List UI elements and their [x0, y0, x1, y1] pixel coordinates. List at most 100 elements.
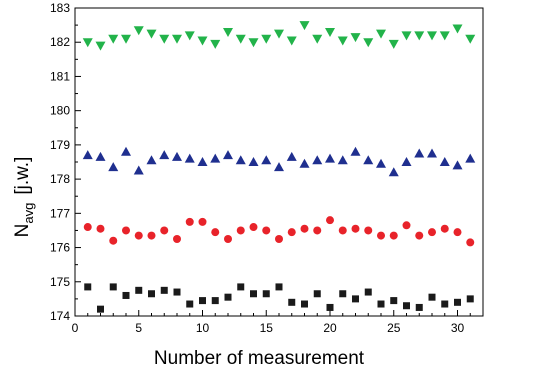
data-point-circle — [351, 224, 360, 233]
data-point-triangle-up — [172, 151, 182, 161]
data-point-triangle-down — [337, 36, 348, 46]
data-point-triangle-up — [248, 157, 259, 166]
data-point-circle — [415, 231, 424, 240]
data-point-circle — [249, 223, 258, 232]
data-point-triangle-up — [146, 155, 157, 165]
data-point-circle — [122, 226, 130, 235]
data-point-triangle-up — [452, 160, 463, 170]
data-point-triangle-up — [388, 167, 399, 177]
data-point-triangle-up — [82, 150, 93, 160]
data-point-square — [160, 286, 168, 294]
data-point-circle — [313, 226, 322, 235]
y-tick-label: 180 — [50, 104, 70, 118]
data-point-triangle-down — [223, 27, 233, 37]
data-point-triangle-down — [388, 39, 399, 49]
data-point-triangle-up — [286, 151, 297, 161]
y-tick-label: 178 — [50, 172, 70, 186]
plot-border — [74, 7, 484, 317]
data-point-triangle-up — [210, 153, 221, 163]
y-axis-title: Navg [j.w.] — [12, 157, 36, 238]
data-point-square — [301, 300, 308, 308]
data-point-square — [224, 293, 232, 301]
data-point-square — [313, 290, 321, 298]
data-point-circle — [300, 224, 309, 233]
data-point-triangle-down — [172, 34, 182, 44]
data-point-circle — [402, 221, 411, 230]
x-tick-label: 0 — [72, 321, 79, 335]
data-point-circle — [198, 217, 207, 226]
series-triangle-down — [82, 21, 476, 51]
y-tick-label: 182 — [50, 35, 70, 49]
data-point-triangle-up — [121, 146, 131, 156]
data-point-triangle-up — [274, 162, 284, 172]
data-point-triangle-down — [427, 31, 437, 41]
data-point-square — [377, 300, 385, 308]
y-tick-label: 175 — [50, 275, 70, 289]
data-point-triangle-up — [401, 157, 412, 166]
y-axis-title-subscript: avg — [21, 203, 36, 224]
data-point-circle — [96, 224, 105, 233]
data-point-circle — [160, 226, 169, 235]
data-point-square — [173, 288, 181, 296]
data-point-square — [148, 290, 155, 298]
data-point-triangle-up — [325, 153, 335, 163]
data-point-circle — [440, 224, 449, 233]
x-tick-label: 10 — [196, 321, 210, 335]
data-point-circle — [326, 216, 334, 225]
data-point-triangle-up — [197, 157, 208, 166]
data-point-triangle-down — [312, 34, 323, 44]
data-point-triangle-down — [159, 34, 170, 44]
data-point-square — [466, 295, 474, 303]
data-point-triangle-down — [146, 29, 157, 39]
data-point-triangle-down — [286, 36, 297, 46]
data-point-triangle-up — [223, 150, 233, 160]
data-point-square — [415, 303, 423, 311]
data-point-triangle-down — [274, 29, 284, 39]
data-point-triangle-down — [325, 27, 335, 37]
data-point-circle — [185, 217, 194, 226]
data-point-triangle-down — [350, 33, 361, 43]
data-point-triangle-down — [465, 34, 476, 44]
data-point-square — [109, 283, 117, 291]
data-point-triangle-up — [108, 162, 119, 172]
data-point-circle — [428, 228, 436, 237]
data-point-triangle-up — [414, 148, 425, 158]
y-tick-label: 177 — [50, 206, 70, 220]
data-point-square — [364, 288, 372, 296]
data-point-triangle-down — [401, 31, 412, 41]
data-point-square — [288, 298, 296, 306]
data-point-triangle-up — [184, 153, 195, 163]
y-tick-label: 174 — [50, 309, 70, 323]
x-tick-label: 5 — [135, 321, 142, 335]
data-point-circle — [224, 235, 232, 243]
x-tick-label: 30 — [451, 321, 465, 335]
data-point-triangle-down — [299, 21, 310, 31]
data-point-triangle-down — [363, 38, 374, 48]
y-tick-label: 176 — [50, 241, 70, 255]
x-tick-label: 25 — [387, 321, 401, 335]
data-point-circle — [83, 223, 92, 232]
data-point-square — [275, 283, 283, 291]
series-triangle-up — [82, 146, 476, 177]
data-point-triangle-down — [108, 34, 119, 44]
data-point-circle — [453, 228, 462, 237]
x-tick-label: 15 — [260, 321, 274, 335]
data-point-triangle-up — [363, 155, 374, 165]
data-point-square — [135, 286, 143, 294]
y-axis-title-unit: [j.w.] — [12, 157, 33, 195]
data-point-triangle-down — [121, 34, 131, 44]
data-point-square — [454, 298, 461, 306]
data-point-triangle-up — [95, 151, 106, 161]
data-point-triangle-up — [133, 165, 144, 175]
data-point-triangle-up — [159, 150, 170, 160]
x-tick-label: 20 — [323, 321, 337, 335]
data-point-circle — [275, 235, 283, 243]
x-axis-ticks: 0 5 10 15 20 25 30 — [72, 310, 484, 335]
data-point-circle — [147, 231, 156, 240]
data-point-circle — [364, 226, 373, 235]
data-point-triangle-up — [235, 155, 246, 165]
data-point-square — [84, 283, 92, 291]
plot-frame — [74, 7, 484, 317]
data-point-triangle-up — [350, 146, 361, 156]
